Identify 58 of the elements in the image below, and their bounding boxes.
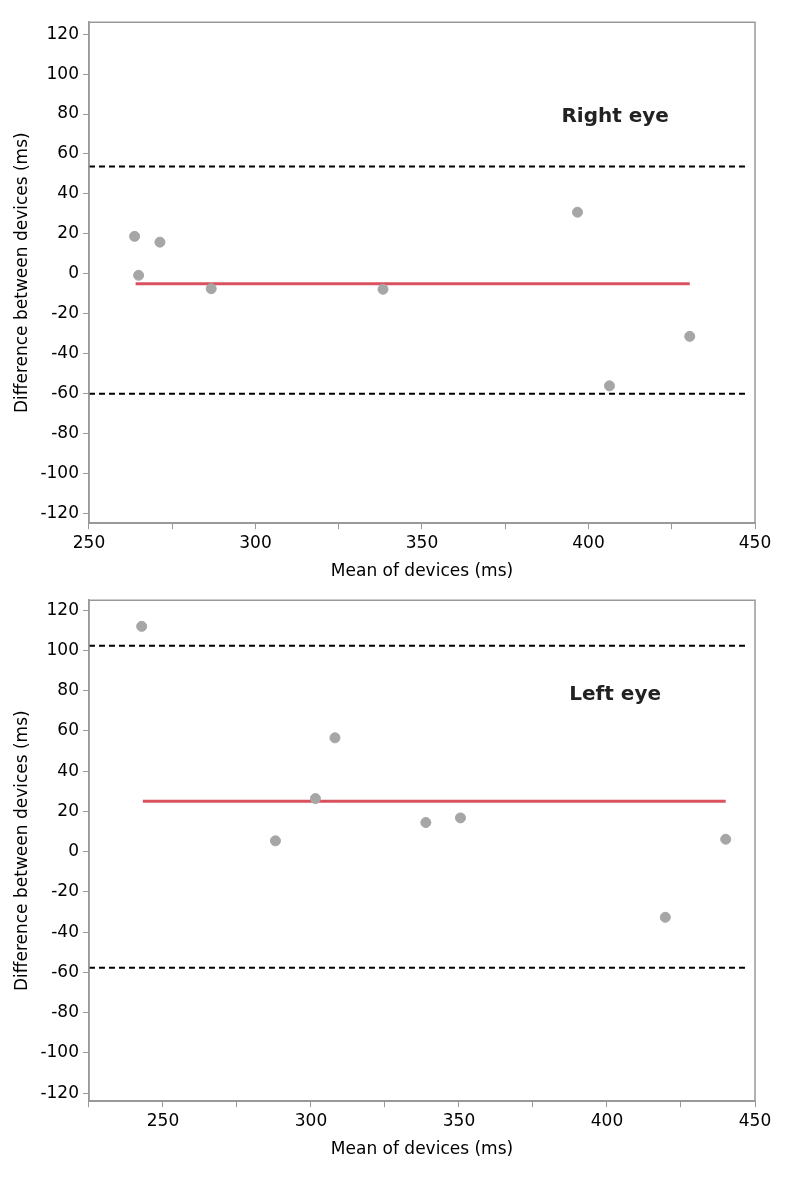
point (454, 812, 466, 824)
y-tick-label: -100 (40, 1041, 79, 1062)
point (572, 206, 584, 218)
y-tick-label: -80 (51, 1001, 79, 1022)
point (720, 833, 732, 845)
x-tick-label: 350 (405, 531, 439, 552)
y-tick-label: -40 (51, 341, 79, 362)
x-tick-label: 400 (590, 1109, 624, 1130)
point (329, 732, 341, 744)
y-tick-label: 120 (46, 598, 79, 619)
annotation: Right eye (561, 103, 669, 128)
y-tick-label: 60 (57, 719, 79, 740)
x-tick-label: 250 (146, 1109, 180, 1130)
point (269, 835, 281, 847)
y-tick-label: 60 (57, 142, 79, 163)
y-tick-label: -20 (51, 880, 79, 901)
x-tick-label: 450 (738, 531, 772, 552)
x-tick-label: 300 (294, 1109, 328, 1130)
point (133, 269, 145, 281)
y-tick-label: 120 (46, 22, 79, 43)
point (154, 236, 166, 248)
y-tick-label: 40 (57, 182, 79, 203)
point (659, 911, 671, 923)
y-tick-label: -120 (40, 1081, 79, 1102)
x-axis-title: Mean of devices (ms) (330, 1138, 514, 1159)
point (205, 283, 217, 295)
point (129, 230, 141, 242)
y-tick-label: -80 (51, 421, 79, 442)
y-tick-label: 100 (46, 62, 79, 83)
point (309, 793, 321, 805)
y-tick-label: -120 (40, 501, 79, 522)
point (377, 283, 389, 295)
x-tick-label: 350 (442, 1109, 476, 1130)
y-tick-label: 20 (57, 222, 79, 243)
y-tick-label: -20 (51, 302, 79, 323)
y-tick-label: -40 (51, 920, 79, 941)
x-tick-label: 450 (738, 1109, 772, 1130)
x-tick-label: 400 (572, 531, 605, 552)
y-tick-label: 0 (68, 262, 79, 283)
point (603, 380, 615, 392)
y-tick-label: -60 (51, 960, 79, 981)
y-tick-label: 0 (68, 840, 79, 861)
point (684, 330, 696, 342)
x-tick-label: 300 (239, 531, 272, 552)
y-axis-title: Difference between devices (ms) (10, 710, 31, 992)
y-tick-label: -100 (40, 461, 79, 482)
y-tick-label: -60 (51, 381, 79, 402)
x-tick-label: 250 (72, 531, 106, 552)
point (420, 817, 432, 829)
annotation: Left eye (569, 681, 661, 706)
y-tick-label: 20 (57, 799, 79, 820)
y-tick-label: 40 (57, 759, 79, 780)
point (136, 620, 148, 632)
x-axis-title: Mean of devices (ms) (330, 560, 514, 581)
y-tick-label: 100 (46, 638, 79, 659)
y-tick-label: 80 (57, 679, 79, 700)
y-axis-title: Difference between devices (ms) (10, 132, 31, 414)
y-tick-label: 80 (57, 102, 79, 123)
